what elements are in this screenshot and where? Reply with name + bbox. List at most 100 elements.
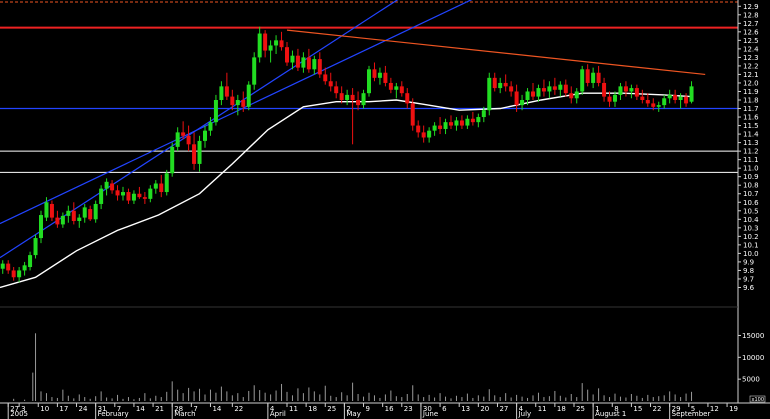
candle-body: [487, 77, 492, 111]
candle-down: [383, 65, 388, 87]
candle-down: [372, 62, 377, 82]
candle-body: [361, 93, 366, 106]
date-tick-label: 5: [691, 405, 695, 413]
candle-up: [257, 26, 262, 63]
period-label: June: [422, 410, 438, 418]
candle-up: [246, 81, 251, 111]
candle-up: [274, 35, 279, 54]
price-tick-label: 10.5: [743, 207, 759, 215]
price-tick-label: 10.8: [743, 182, 759, 190]
candle-up: [44, 197, 49, 222]
candle-up: [618, 82, 623, 100]
candle-down: [503, 74, 508, 92]
period-label: May: [346, 410, 360, 418]
candle-up: [93, 200, 98, 223]
volume-bars: [13, 333, 693, 401]
candle-body: [405, 93, 410, 104]
candle-up: [591, 67, 596, 89]
price-tick-label: 12.4: [743, 45, 759, 53]
candle-body: [662, 98, 667, 106]
date-tick-label: 8: [614, 405, 618, 413]
candle-up: [498, 77, 503, 94]
candle-body: [602, 82, 607, 97]
price-tick-label: 12.3: [743, 54, 759, 62]
candle-down: [607, 91, 612, 107]
date-tick-label: 9: [366, 405, 370, 413]
date-tick-label: 19: [729, 405, 738, 413]
candle-down: [110, 180, 115, 194]
candle-body: [290, 55, 295, 63]
candle-up: [367, 65, 371, 97]
date-tick-label: 7: [117, 405, 121, 413]
candle-down: [317, 52, 322, 78]
date-tick-label: 18: [557, 405, 566, 413]
candle-body: [394, 86, 399, 90]
candle-body: [416, 125, 421, 133]
candle-body: [126, 192, 131, 201]
candle-up: [377, 67, 382, 85]
candle-down: [181, 121, 186, 140]
candle-body: [585, 69, 590, 83]
candle-body: [377, 72, 382, 78]
price-tick-label: 11.7: [743, 105, 759, 113]
candle-body: [410, 103, 415, 126]
price-tick-label: 11.9: [743, 88, 759, 96]
candle-body: [372, 69, 377, 78]
candle-down: [645, 93, 650, 107]
date-tick-label: 25: [576, 405, 585, 413]
candle-up: [268, 40, 273, 63]
candle-body: [274, 40, 279, 46]
candle-body: [131, 193, 136, 201]
candle-up: [476, 113, 481, 128]
candle-up: [33, 234, 38, 259]
date-tick-label: 23: [404, 405, 413, 413]
candle-body: [432, 125, 437, 131]
candle-body: [213, 100, 218, 123]
candle-down: [279, 31, 284, 51]
candle-body: [525, 91, 530, 100]
price-tick-label: 12.9: [743, 3, 759, 11]
candle-body: [580, 69, 585, 92]
candle-body: [110, 183, 115, 191]
candle-body: [224, 86, 229, 97]
candle-body: [60, 215, 65, 225]
candle-body: [678, 96, 683, 100]
candle-body: [623, 86, 628, 92]
candle-body: [142, 197, 147, 199]
candle-body: [93, 203, 98, 220]
candle-body: [328, 81, 333, 87]
price-tick-label: 11.4: [743, 131, 759, 139]
candle-up: [667, 89, 672, 104]
candle-body: [350, 94, 355, 100]
candle-down: [323, 67, 328, 85]
candle-body: [651, 103, 656, 107]
date-tick-label: 1: [595, 405, 599, 413]
price-tick-label: 9.8: [743, 267, 754, 275]
candle-body: [203, 130, 207, 141]
candle-down: [388, 77, 393, 94]
candle-up: [235, 94, 240, 116]
date-tick-label: 30: [423, 405, 432, 413]
candle-up: [175, 127, 180, 152]
candle-body: [541, 88, 546, 92]
candle-up: [487, 72, 492, 116]
candle-up: [60, 212, 65, 228]
candle-up: [454, 117, 459, 131]
price-tick-label: 11.0: [743, 165, 759, 173]
candle-body: [531, 91, 535, 97]
candle-body: [11, 270, 16, 278]
candle-up: [66, 205, 71, 223]
candle-body: [465, 118, 470, 126]
date-tick-label: 4: [270, 405, 275, 413]
candle-up: [443, 118, 448, 135]
price-tick-label: 11.1: [743, 156, 759, 164]
candle-body: [607, 96, 612, 102]
volume-unit-box: x100: [749, 395, 766, 403]
candle-up: [0, 260, 5, 274]
date-tick-label: 14: [212, 405, 221, 413]
price-tick-label: 10.2: [743, 233, 759, 241]
period-label: February: [98, 410, 129, 418]
candle-down: [285, 42, 289, 66]
date-tick-label: 20: [480, 405, 489, 413]
candle-body: [367, 69, 371, 94]
